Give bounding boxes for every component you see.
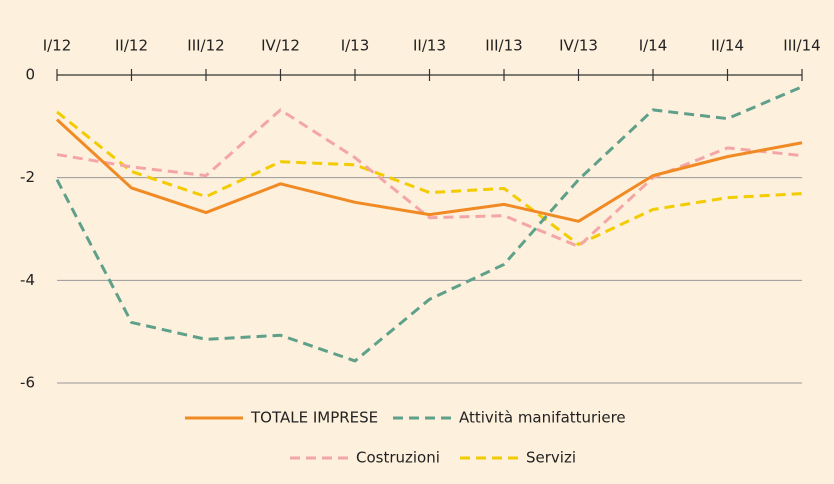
series-line [56,110,803,246]
series-line [56,108,803,248]
y-tick-label: -4 [20,271,35,289]
series-line [55,118,803,223]
x-tick-label: IV/13 [559,37,598,55]
legend-label: TOTALE IMPRESE [250,409,378,427]
x-tick-label: I/14 [639,37,668,55]
y-tick-label: 0 [25,66,35,84]
x-tick-label: II/12 [115,37,148,55]
legend-label: Servizi [526,449,576,467]
y-tick-label: -2 [20,168,35,186]
x-tick-label: I/13 [341,37,370,55]
series-line [55,85,803,363]
x-tick-label: IV/12 [261,37,300,55]
x-tick-label: III/12 [187,37,224,55]
y-tick-label: -6 [20,374,35,392]
x-tick-label: II/14 [711,37,744,55]
legend-label: Costruzioni [356,449,440,467]
x-tick-label: II/13 [413,37,446,55]
legend-label: Attività manifatturiere [459,409,626,427]
x-tick-label: III/14 [783,37,820,55]
x-tick-label: III/13 [485,37,522,55]
x-tick-label: I/12 [43,37,72,55]
